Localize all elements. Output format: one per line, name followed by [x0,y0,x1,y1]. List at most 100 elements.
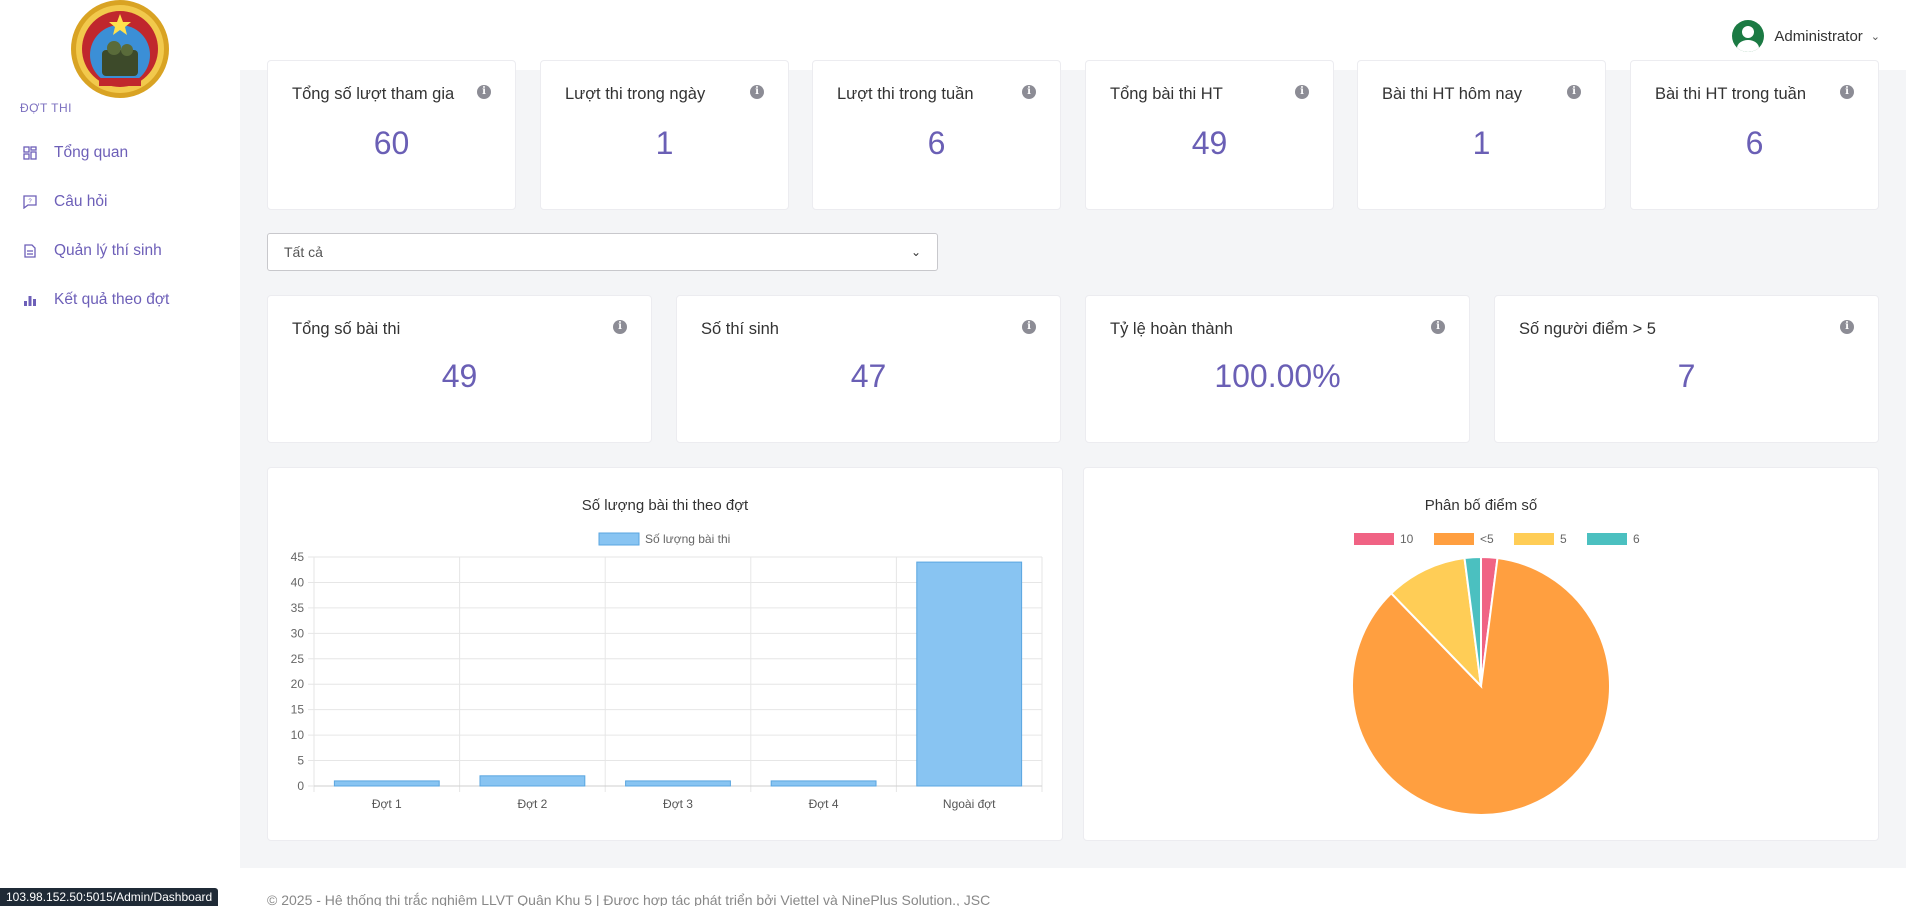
stat-value: 1 [1472,125,1491,161]
y-tick-label: 20 [291,677,305,691]
bar [625,780,731,787]
stat-title: Lượt thi trong ngày [565,85,706,103]
sidebar-item-label: Kết quả theo đợt [54,290,170,308]
legend-label: <5 [1480,532,1494,546]
y-tick-label: 35 [291,601,305,615]
stat-card-total-exams: Tổng số bài thi i 49 [267,295,652,443]
stat-title: Số thí sinh [701,320,779,338]
round-filter-select[interactable]: Tất cả ⌄ [267,233,938,271]
chevron-down-icon: ⌄ [910,245,921,259]
stat-title: Tổng bài thi HT [1110,85,1223,103]
sidebar-item-candidates[interactable]: Quản lý thí sinh [0,226,240,275]
bar [333,780,440,787]
chart-legend: Số lượng bài thi [598,532,730,546]
stat-title: Bài thi HT hôm nay [1382,85,1523,103]
sidebar-item-overview[interactable]: Tổng quan [0,128,240,177]
info-icon[interactable]: i [1022,320,1036,334]
y-tick-label: 10 [291,728,305,742]
stat-value: 100.00% [1214,358,1341,394]
chart-legend: 10 <5 5 6 [1354,532,1640,546]
chart-title: Phân bố điểm số [1424,497,1538,514]
legend-label: 10 [1400,532,1414,546]
pie-chart: 10 <5 5 6 [1351,532,1640,816]
stat-value: 7 [1677,358,1696,394]
user-name: Administrator [1774,27,1863,45]
legend-label: 6 [1633,532,1640,546]
y-tick-label: 5 [297,754,304,768]
legend-swatch [1434,533,1474,545]
bar [479,775,586,787]
stat-value: 60 [373,125,410,161]
stat-card-daily-attempts: Lượt thi trong ngày i 1 [540,60,789,210]
stat-card-completed-today: Bài thi HT hôm nay i 1 [1357,60,1606,210]
sidebar-item-results[interactable]: Kết quả theo đợt [0,275,240,324]
logo[interactable] [69,0,171,100]
footer-text: © 2025 - Hệ thống thi trắc nghiệm LLVT Q… [267,892,991,906]
stat-value: 1 [655,125,674,161]
info-icon[interactable]: i [1295,85,1309,99]
stat-card-score-above-5: Số người điểm > 5 i 7 [1494,295,1879,443]
top-bar: Administrator ⌄ [240,0,1906,70]
legend-label: 5 [1560,532,1567,546]
y-tick-label: 15 [291,703,305,717]
stat-title: Bài thi HT trong tuần [1655,85,1807,103]
stat-title: Số người điểm > 5 [1519,320,1656,338]
x-tick-label: Ngoài đợt [943,797,996,811]
legend-label: Số lượng bài thi [645,532,730,546]
bar [770,780,877,787]
stat-value: 49 [441,358,478,394]
sidebar-item-questions[interactable]: ? Câu hỏi [0,177,240,226]
info-icon[interactable]: i [1840,85,1854,99]
y-tick-label: 25 [291,652,305,666]
footer: © 2025 - Hệ thống thi trắc nghiệm LLVT Q… [240,868,1906,906]
legend-swatch [1587,533,1627,545]
info-icon[interactable]: i [750,85,764,99]
y-tick-label: 0 [297,779,304,793]
stat-title: Lượt thi trong tuần [837,85,974,103]
legend-swatch [598,532,640,546]
sidebar-item-label: Quản lý thí sinh [54,241,162,259]
pie-slice [1389,556,1483,689]
stat-value: 47 [850,358,887,394]
legend-swatch [1514,533,1554,545]
x-tick-label: Đợt 3 [663,797,693,811]
sidebar-item-label: Câu hỏi [54,192,108,210]
stat-title: Tổng số lượt tham gia [292,85,455,103]
chevron-down-icon: ⌄ [1870,30,1880,43]
sidebar-nav: Tổng quan ? Câu hỏi Quản lý thí sinh Kết… [0,128,240,324]
info-icon[interactable]: i [1022,85,1036,99]
x-tick-label: Đợt 1 [372,797,402,811]
info-icon[interactable]: i [477,85,491,99]
stat-card-total-participations: Tổng số lượt tham gia i 60 [267,60,516,210]
legend-swatch [1354,533,1394,545]
stat-card-total-completed: Tổng bài thi HT i 49 [1085,60,1334,210]
section-label: ĐỢT THI [20,101,73,115]
y-tick-label: 30 [291,626,305,640]
dashboard-icon [22,145,38,161]
chart-title: Số lượng bài thi theo đợt [581,497,749,514]
info-icon[interactable]: i [1567,85,1581,99]
stat-value: 6 [1745,125,1764,161]
bar-chart: Số lượng bài thi 0 5 10 15 20 25 30 35 40 45 Đợt 1 Đ… [291,532,1043,811]
stat-title: Tỷ lệ hoàn thành [1110,320,1233,338]
info-icon[interactable]: i [613,320,627,334]
info-icon[interactable]: i [1840,320,1854,334]
stat-card-candidates: Số thí sinh i 47 [676,295,1061,443]
status-bar-url: 103.98.152.50:5015/Admin/Dashboard [0,888,219,906]
avatar [1732,20,1765,52]
question-icon: ? [22,194,38,210]
pie-chart-card: Phân bố điểm số 10 <5 5 6 [1083,467,1879,841]
stat-card-weekly-attempts: Lượt thi trong tuần i 6 [812,60,1061,210]
bar-chart-card: Số lượng bài thi theo đợt Số lượng bài t… [267,467,1063,841]
x-tick-label: Đợt 2 [517,797,547,811]
y-tick-label: 40 [291,575,305,589]
bar-chart-icon [22,292,38,308]
pie-slice [1463,555,1482,687]
stat-value: 6 [927,125,946,161]
user-menu[interactable]: Administrator ⌄ [1732,20,1880,52]
document-icon [22,243,38,259]
stat-card-completed-week: Bài thi HT trong tuần i 6 [1630,60,1879,210]
select-value: Tất cả [284,244,323,260]
stat-card-completion-rate: Tỷ lệ hoàn thành i 100.00% [1085,295,1470,443]
info-icon[interactable]: i [1431,320,1445,334]
